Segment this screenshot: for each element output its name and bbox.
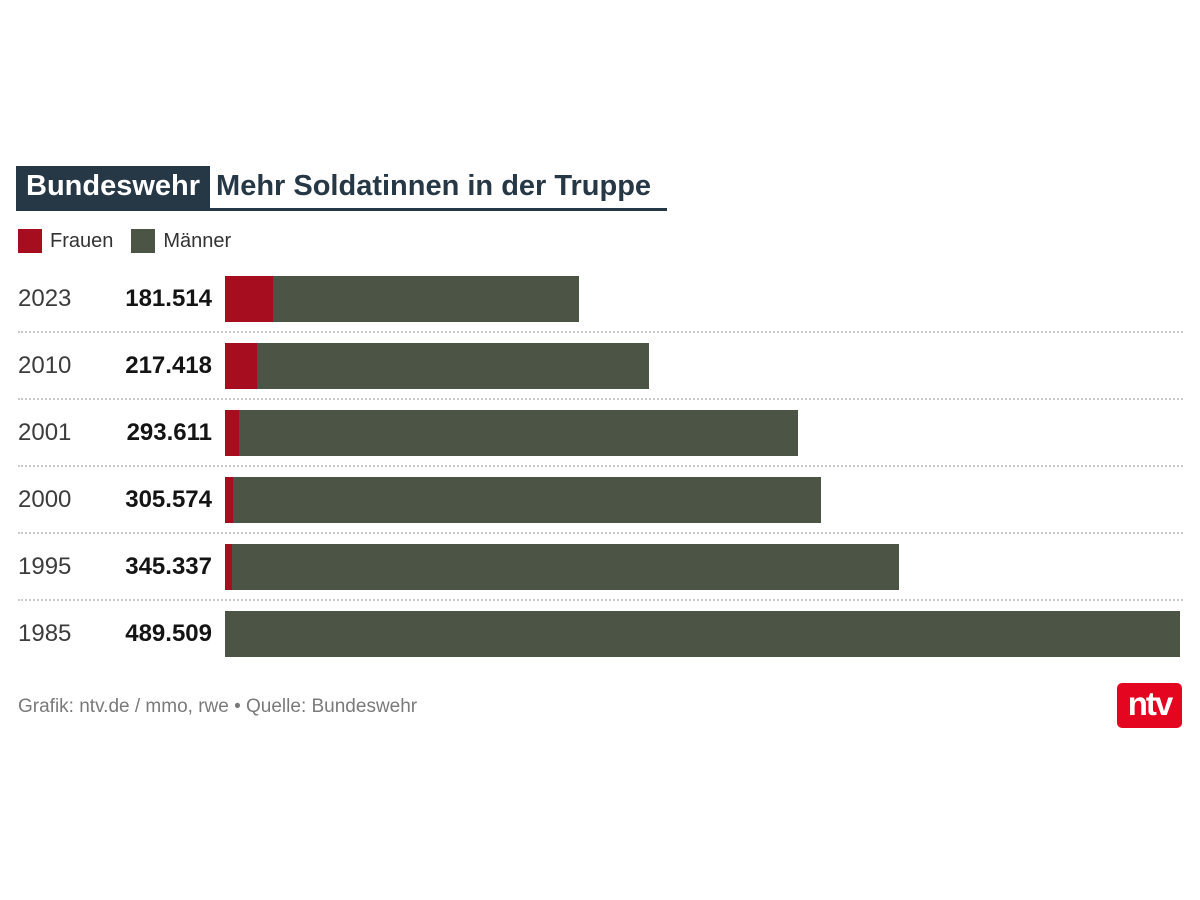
maenner-bar-segment — [257, 342, 649, 389]
source-credit: Grafik: ntv.de / mmo, rwe • Quelle: Bund… — [18, 696, 418, 717]
maenner-bar-segment — [239, 409, 798, 456]
page-title: Mehr Soldatinnen in der Truppe — [216, 170, 652, 202]
year-label: 2023 — [18, 284, 72, 312]
frauen-bar-segment — [225, 409, 239, 456]
maenner-bar-segment — [273, 275, 579, 322]
frauen-bar-segment — [225, 476, 233, 523]
frauen-bar-segment — [225, 543, 232, 590]
stacked-bar — [225, 543, 899, 590]
year-label: 2000 — [18, 485, 72, 513]
stacked-bar — [225, 476, 821, 523]
legend-item-maenner: Männer — [131, 229, 231, 253]
maenner-swatch-icon — [131, 229, 156, 253]
chart-row: 1995 345.337 — [18, 534, 1183, 601]
chart-row: 2010 217.418 — [18, 333, 1183, 400]
total-value-label: 305.574 — [125, 485, 212, 513]
chart-row: 1985 489.509 — [18, 601, 1183, 666]
stacked-bar — [225, 342, 649, 389]
chart-row: 2001 293.611 — [18, 400, 1183, 467]
total-value-label: 293.611 — [126, 418, 212, 446]
year-label: 2001 — [18, 418, 72, 446]
kicker-badge: Bundeswehr — [16, 166, 211, 208]
stacked-bar — [225, 610, 1180, 657]
frauen-bar-segment — [225, 342, 257, 389]
year-label: 1995 — [18, 552, 72, 580]
legend-label-maenner: Männer — [163, 229, 232, 252]
ntv-logo: ntv — [1117, 683, 1182, 728]
total-value-label: 181.514 — [125, 284, 212, 312]
legend-item-frauen: Frauen — [18, 229, 113, 253]
frauen-bar-segment — [225, 275, 273, 322]
chart-row: 2023 181.514 — [18, 266, 1183, 333]
total-value-label: 345.337 — [125, 552, 212, 580]
maenner-bar-segment — [233, 476, 821, 523]
legend-label-frauen: Frauen — [50, 229, 114, 252]
stacked-bar — [225, 409, 798, 456]
year-label: 2010 — [18, 351, 72, 379]
ntv-logo-text: ntv — [1127, 685, 1173, 722]
total-value-label: 489.509 — [125, 619, 212, 647]
maenner-bar-segment — [232, 543, 899, 590]
legend: Frauen Männer — [18, 229, 231, 253]
bar-chart: 2023 181.514 2010 217.418 2001 293.611 — [18, 266, 1183, 666]
year-label: 1985 — [18, 619, 72, 647]
chart-header: Bundeswehr Mehr Soldatinnen in der Truppe — [16, 166, 668, 211]
frauen-swatch-icon — [18, 229, 42, 253]
stacked-bar — [225, 275, 579, 322]
total-value-label: 217.418 — [125, 351, 212, 379]
maenner-bar-segment — [225, 610, 1180, 657]
chart-row: 2000 305.574 — [18, 467, 1183, 534]
